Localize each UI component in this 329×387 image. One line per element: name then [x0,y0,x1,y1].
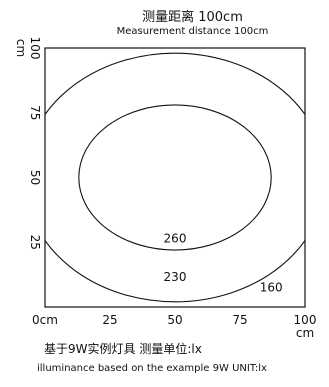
x-tick-label: 0cm [32,313,58,327]
caption-english: illuminance based on the example 9W UNIT… [37,363,267,374]
y-unit-label: cm [14,39,28,57]
contour-160 [0,0,329,364]
x-tick-label: 75 [232,313,247,327]
x-unit-label: cm [296,326,314,340]
x-tick-label: 100 [294,313,317,327]
y-tick-label: 75 [28,105,42,120]
plot-frame [44,47,306,308]
contour-260 [78,104,272,251]
chart-title: 测量距离 100cm [142,10,243,25]
y-tick-label: 100 [28,37,42,60]
x-tick-label: 25 [102,313,117,327]
chart-subtitle: Measurement distance 100cm [116,26,269,37]
contour-label-230: 230 [164,270,187,284]
y-tick-label: 50 [28,170,42,185]
contour-230 [45,52,305,303]
x-tick-label: 50 [167,313,182,327]
contour-label-160: 160 [260,280,283,294]
caption-chinese: 基于9W实例灯具 测量单位:lx [44,342,202,356]
y-tick-label: 25 [28,235,42,250]
contour-label-260: 260 [164,231,187,245]
